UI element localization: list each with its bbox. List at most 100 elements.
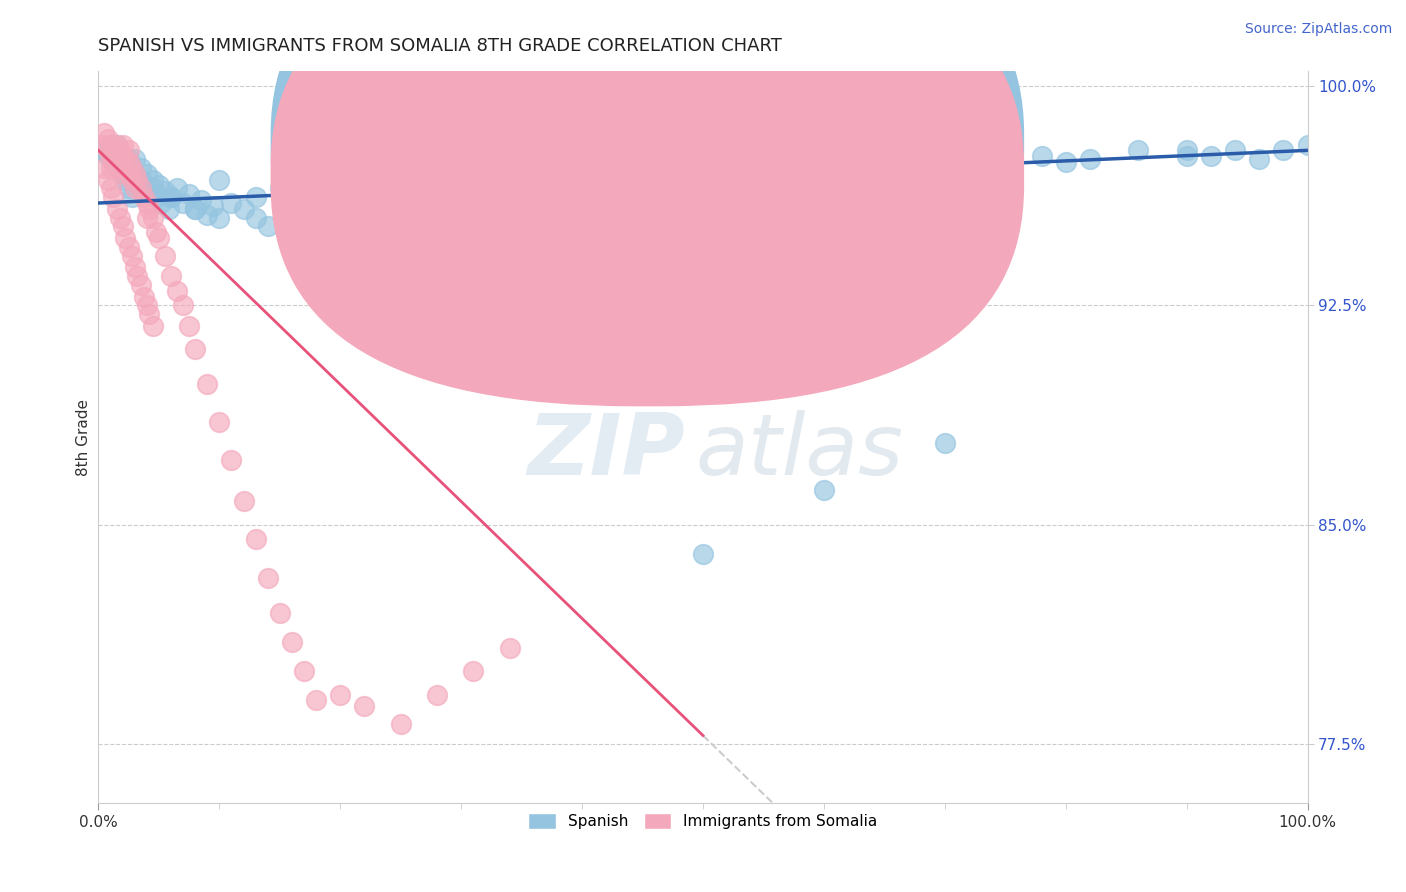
- Point: [547, 178, 569, 193]
- Point: [269, 606, 291, 620]
- Point: [232, 202, 254, 216]
- Point: [426, 196, 449, 211]
- Point: [221, 453, 243, 467]
- Point: [305, 196, 328, 211]
- Point: [166, 284, 188, 298]
- Point: [184, 343, 207, 357]
- Point: [377, 260, 399, 275]
- Point: [389, 231, 412, 245]
- Point: [644, 172, 666, 186]
- Text: R = -0.542   N = 74: R = -0.542 N = 74: [671, 166, 848, 184]
- Point: [153, 184, 176, 198]
- Point: [129, 277, 152, 292]
- Point: [329, 225, 352, 239]
- Point: [124, 260, 146, 275]
- Point: [934, 161, 956, 175]
- Point: [114, 167, 136, 181]
- Point: [1296, 137, 1319, 152]
- Point: [129, 172, 152, 186]
- Point: [172, 298, 194, 312]
- Point: [934, 436, 956, 450]
- Point: [111, 149, 134, 163]
- Point: [118, 167, 141, 181]
- Point: [105, 149, 128, 163]
- Point: [145, 190, 167, 204]
- Point: [124, 152, 146, 166]
- Point: [166, 181, 188, 195]
- Point: [837, 172, 859, 186]
- Point: [124, 167, 146, 181]
- FancyBboxPatch shape: [271, 0, 1024, 374]
- Point: [111, 219, 134, 234]
- Point: [108, 161, 131, 175]
- Point: [134, 190, 156, 204]
- Point: [692, 190, 714, 204]
- Point: [135, 298, 157, 312]
- Point: [595, 172, 617, 186]
- Point: [114, 231, 136, 245]
- Point: [1031, 149, 1053, 163]
- Point: [450, 196, 472, 211]
- Point: [97, 149, 120, 163]
- Point: [114, 172, 136, 186]
- Point: [148, 231, 170, 245]
- Point: [571, 178, 593, 193]
- Point: [329, 688, 352, 702]
- Point: [281, 211, 304, 225]
- Point: [510, 202, 533, 216]
- Point: [134, 290, 156, 304]
- Point: [118, 181, 141, 195]
- Point: [105, 161, 128, 175]
- Point: [329, 219, 352, 234]
- Point: [184, 202, 207, 216]
- Point: [619, 184, 641, 198]
- Point: [134, 178, 156, 193]
- Point: [668, 181, 690, 195]
- Text: atlas: atlas: [696, 410, 904, 493]
- Point: [138, 202, 160, 216]
- Point: [631, 190, 654, 204]
- Point: [101, 155, 124, 169]
- Point: [118, 155, 141, 169]
- Point: [160, 190, 183, 204]
- Point: [221, 196, 243, 211]
- Point: [474, 190, 496, 204]
- Point: [245, 190, 267, 204]
- Point: [1223, 144, 1246, 158]
- Point: [127, 172, 149, 186]
- Point: [1078, 152, 1101, 166]
- Point: [256, 570, 278, 584]
- Point: [142, 181, 165, 195]
- Point: [121, 172, 143, 186]
- Point: [118, 240, 141, 254]
- Point: [245, 533, 267, 547]
- Point: [93, 161, 115, 175]
- Point: [135, 196, 157, 211]
- Point: [245, 211, 267, 225]
- Point: [353, 240, 375, 254]
- Point: [813, 167, 835, 181]
- Point: [789, 178, 811, 193]
- Point: [111, 161, 134, 175]
- Point: [108, 211, 131, 225]
- Point: [93, 126, 115, 140]
- Point: [145, 225, 167, 239]
- Point: [426, 688, 449, 702]
- Point: [389, 716, 412, 731]
- Point: [437, 172, 460, 186]
- Point: [127, 269, 149, 284]
- Point: [1128, 144, 1150, 158]
- Point: [97, 172, 120, 186]
- Point: [342, 231, 364, 245]
- Point: [127, 172, 149, 186]
- Point: [498, 640, 520, 655]
- Point: [1054, 155, 1077, 169]
- Point: [316, 240, 339, 254]
- Point: [179, 318, 201, 333]
- Point: [97, 131, 120, 145]
- Point: [100, 161, 122, 175]
- Point: [292, 231, 315, 245]
- Point: [692, 172, 714, 186]
- Point: [402, 254, 425, 268]
- Text: SPANISH VS IMMIGRANTS FROM SOMALIA 8TH GRADE CORRELATION CHART: SPANISH VS IMMIGRANTS FROM SOMALIA 8TH G…: [98, 37, 782, 54]
